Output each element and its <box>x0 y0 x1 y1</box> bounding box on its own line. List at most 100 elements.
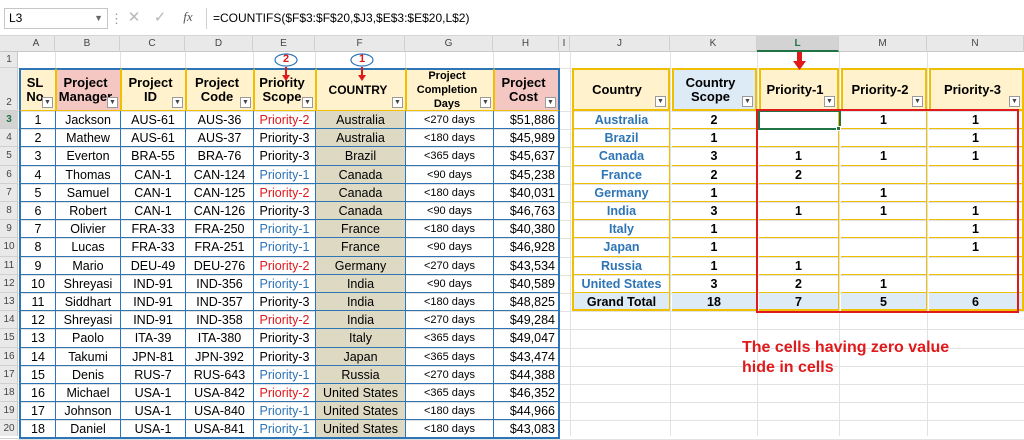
cell-manager[interactable]: Thomas <box>56 165 121 184</box>
cell-scope[interactable]: 1 <box>672 238 757 257</box>
cell-manager[interactable]: Robert <box>56 202 121 221</box>
column-header-i[interactable]: I <box>559 36 570 52</box>
cell-pid[interactable]: BRA-55 <box>121 147 186 166</box>
cell-sl[interactable]: 8 <box>19 238 56 257</box>
column-header-h[interactable]: H <box>493 36 559 52</box>
filter-dropdown-icon[interactable]: ▼ <box>655 96 666 107</box>
cell-sl[interactable]: 15 <box>19 365 56 384</box>
cell-manager[interactable]: Shreyasi <box>56 311 121 330</box>
filter-dropdown-icon[interactable]: ▼ <box>912 96 923 107</box>
cell-country[interactable]: Russia <box>316 365 406 384</box>
cell-days[interactable]: <270 days <box>406 256 494 275</box>
total-cell-p1[interactable]: 7 <box>759 293 839 312</box>
column-header-l[interactable]: L <box>757 36 839 52</box>
cell-scope[interactable]: Priority-3 <box>254 129 316 148</box>
cell-country[interactable]: France <box>316 220 406 239</box>
cell-sl[interactable]: 4 <box>19 165 56 184</box>
cell-country[interactable]: United States <box>316 402 406 421</box>
row-header-13[interactable]: 13 <box>0 293 18 312</box>
cell-p1[interactable]: 1 <box>759 256 839 275</box>
cell-scope[interactable]: 1 <box>672 183 757 202</box>
cell-pcode[interactable]: AUS-37 <box>186 129 254 148</box>
cell-p2[interactable] <box>841 220 927 239</box>
filter-dropdown-icon[interactable]: ▼ <box>107 97 118 108</box>
cell-sl[interactable]: 16 <box>19 384 56 403</box>
cell-p3[interactable]: 1 <box>929 147 1024 166</box>
cell-manager[interactable]: Mathew <box>56 129 121 148</box>
row-header-5[interactable]: 5 <box>0 147 18 166</box>
cell-country[interactable]: Germany <box>572 183 670 202</box>
total-cell-scope[interactable]: 18 <box>672 293 757 312</box>
cell-country[interactable]: Australia <box>316 129 406 148</box>
chevron-down-icon[interactable]: ▼ <box>94 13 103 23</box>
fill-handle[interactable] <box>836 126 841 132</box>
column-header-j[interactable]: J <box>570 36 670 52</box>
cell-pcode[interactable]: CAN-126 <box>186 202 254 221</box>
cell-pid[interactable]: CAN-1 <box>121 202 186 221</box>
filter-dropdown-icon[interactable]: ▼ <box>172 97 183 108</box>
cell-manager[interactable]: Lucas <box>56 238 121 257</box>
row-header-14[interactable]: 14 <box>0 311 18 330</box>
cell-p2[interactable]: 1 <box>841 147 927 166</box>
filter-dropdown-icon[interactable]: ▼ <box>480 97 491 108</box>
cell-scope[interactable]: Priority-2 <box>254 384 316 403</box>
cell-pcode[interactable]: RUS-643 <box>186 365 254 384</box>
cell-country[interactable]: Canada <box>572 147 670 166</box>
cell-manager[interactable]: Paolo <box>56 329 121 348</box>
column-header-m[interactable]: M <box>839 36 927 52</box>
cell-p3[interactable] <box>929 165 1024 184</box>
cell-sl[interactable]: 6 <box>19 202 56 221</box>
cancel-icon[interactable]: ✕ <box>127 9 141 26</box>
cell-pid[interactable]: IND-91 <box>121 293 186 312</box>
cell-manager[interactable]: Denis <box>56 365 121 384</box>
cell-cost[interactable]: $51,886 <box>494 111 560 130</box>
name-box[interactable]: L3 ▼ <box>4 8 108 29</box>
cell-days[interactable]: <90 days <box>406 165 494 184</box>
cell-cost[interactable]: $43,474 <box>494 347 560 366</box>
filter-dropdown-icon[interactable]: ▼ <box>742 96 753 107</box>
cell-cost[interactable]: $43,534 <box>494 256 560 275</box>
cell-pid[interactable]: USA-1 <box>121 384 186 403</box>
cell-days[interactable]: <270 days <box>406 111 494 130</box>
cell-scope[interactable]: 1 <box>672 220 757 239</box>
cell-scope[interactable]: Priority-1 <box>254 365 316 384</box>
cell-sl[interactable]: 7 <box>19 220 56 239</box>
row-header-3[interactable]: 3 <box>0 111 18 130</box>
cell-pid[interactable]: JPN-81 <box>121 347 186 366</box>
cell-p2[interactable] <box>841 238 927 257</box>
row-header-6[interactable]: 6 <box>0 166 18 184</box>
cell-country[interactable]: India <box>316 293 406 312</box>
cell-cost[interactable]: $49,284 <box>494 311 560 330</box>
cell-pcode[interactable]: DEU-276 <box>186 256 254 275</box>
cell-cost[interactable]: $45,637 <box>494 147 560 166</box>
cell-cost[interactable]: $45,989 <box>494 129 560 148</box>
row-header-7[interactable]: 7 <box>0 184 18 202</box>
cell-pid[interactable]: CAN-1 <box>121 165 186 184</box>
cell-manager[interactable]: Siddhart <box>56 293 121 312</box>
cell-manager[interactable]: Takumi <box>56 347 121 366</box>
cell-cost[interactable]: $46,763 <box>494 202 560 221</box>
cell-country[interactable]: United States <box>316 384 406 403</box>
filter-dropdown-icon[interactable]: ▼ <box>545 97 556 108</box>
cell-pcode[interactable]: CAN-124 <box>186 165 254 184</box>
cell-country[interactable]: Japan <box>316 347 406 366</box>
total-cell-p2[interactable]: 5 <box>841 293 927 312</box>
cell-country[interactable]: Brazil <box>572 129 670 148</box>
cell-manager[interactable]: Olivier <box>56 220 121 239</box>
cell-cost[interactable]: $40,380 <box>494 220 560 239</box>
cell-cost[interactable]: $44,966 <box>494 402 560 421</box>
cell-scope[interactable]: Priority-2 <box>254 311 316 330</box>
cell-manager[interactable]: Michael <box>56 384 121 403</box>
cell-country[interactable]: Japan <box>572 238 670 257</box>
cell-scope[interactable]: Priority-1 <box>254 165 316 184</box>
cell-pcode[interactable]: CAN-125 <box>186 183 254 202</box>
cell-pid[interactable]: IND-91 <box>121 311 186 330</box>
cell-pcode[interactable]: JPN-392 <box>186 347 254 366</box>
cell-p1[interactable]: 2 <box>759 165 839 184</box>
cell-days[interactable]: <365 days <box>406 384 494 403</box>
cell-p1[interactable] <box>759 183 839 202</box>
cell-cost[interactable]: $40,589 <box>494 274 560 293</box>
column-header-f[interactable]: F <box>315 36 405 52</box>
cell-days[interactable]: <90 days <box>406 274 494 293</box>
cell-cost[interactable]: $46,928 <box>494 238 560 257</box>
